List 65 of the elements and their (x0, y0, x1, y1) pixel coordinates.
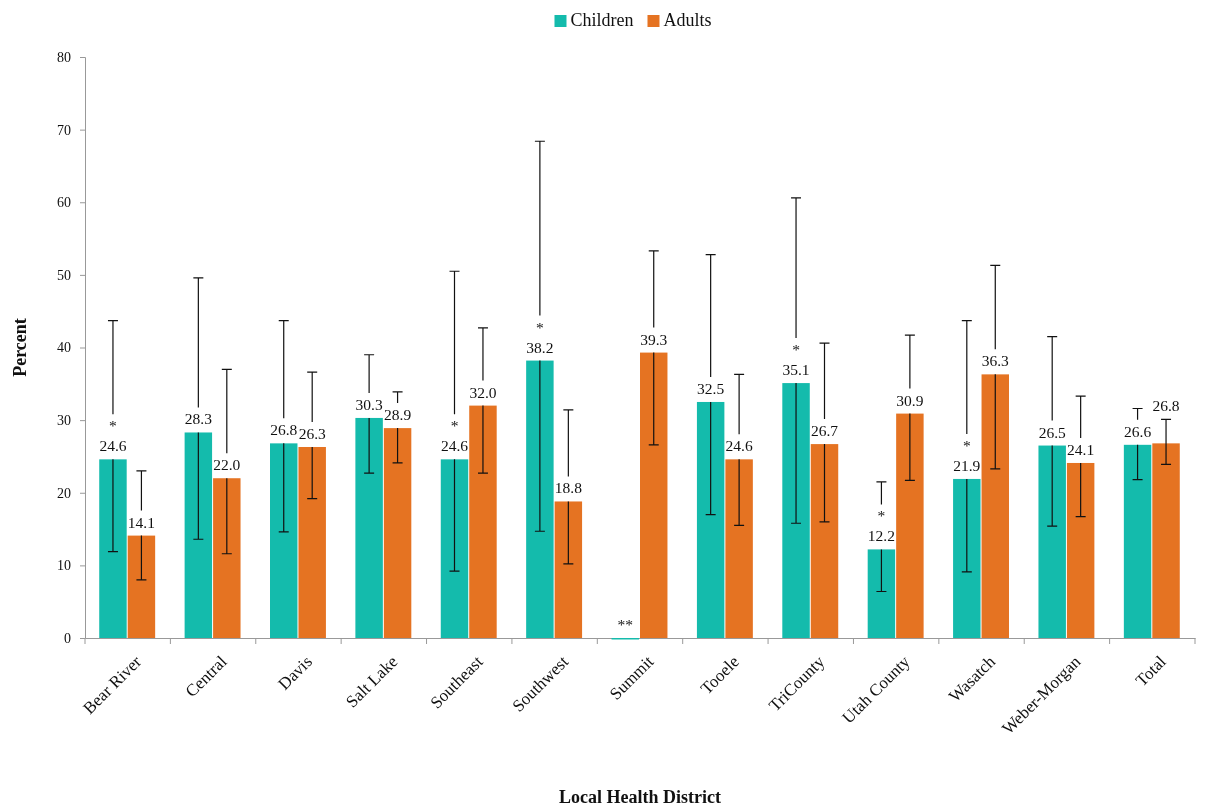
data-label: * 21.9 (953, 436, 981, 474)
bar (526, 360, 554, 638)
data-label: ** (617, 616, 634, 633)
bar (696, 401, 725, 638)
data-label: 28.9 (384, 406, 412, 424)
y-tick-label: 80 (57, 49, 71, 65)
data-label: 26.7 (810, 422, 839, 440)
bar (867, 549, 896, 638)
data-label: * 35.1 (782, 341, 810, 379)
data-label: 36.3 (981, 352, 1010, 370)
data-label: 26.5 (1038, 423, 1066, 441)
y-tick-label: 70 (57, 122, 71, 138)
data-label: 18.8 (554, 479, 583, 497)
data-label: 32.5 (697, 379, 725, 397)
bar (184, 432, 213, 638)
bar (1152, 443, 1180, 638)
bar (99, 459, 127, 638)
y-tick-label: 0 (64, 630, 71, 646)
bar (1066, 462, 1095, 638)
bar (383, 428, 412, 638)
bar (981, 374, 1009, 638)
y-tick-label: 40 (57, 340, 71, 356)
bar (1038, 445, 1066, 638)
data-label: 26.3 (298, 425, 326, 442)
data-label: * 38.2 (526, 318, 554, 356)
bar (127, 535, 156, 638)
bar (725, 459, 753, 638)
data-label: 30.3 (355, 395, 383, 413)
legend-label: Children (570, 10, 634, 30)
y-tick-label: 10 (57, 558, 71, 574)
y-tick-label: 30 (57, 413, 71, 429)
data-label: 22.0 (213, 456, 241, 474)
bar (782, 383, 810, 638)
y-tick-label: 60 (57, 195, 71, 211)
bar (270, 443, 298, 638)
data-label: 26.8 (270, 421, 298, 439)
data-label: 28.3 (184, 410, 213, 428)
bar (810, 444, 839, 638)
x-axis-title: Local Health District (559, 787, 721, 807)
data-label: * 24.6 (99, 417, 127, 455)
data-label: * 24.6 (440, 417, 469, 455)
bar (640, 352, 668, 638)
legend-label: Adults (663, 10, 712, 30)
bar (554, 501, 583, 638)
data-label: 24.1 (1067, 440, 1095, 458)
data-label: 30.9 (896, 391, 924, 409)
bar (469, 405, 497, 638)
y-tick-label: 50 (57, 267, 71, 283)
data-label: 14.1 (127, 513, 155, 531)
y-axis-title: Percent (10, 318, 30, 377)
bar (1123, 444, 1152, 638)
bar (355, 417, 383, 638)
bar (896, 413, 924, 638)
data-label: 32.0 (469, 383, 497, 401)
data-label: * 12.2 (867, 507, 895, 545)
bar (298, 447, 326, 638)
bar (953, 478, 981, 638)
bar (213, 478, 241, 638)
data-label: 24.6 (725, 437, 753, 455)
data-label: 26.6 (1124, 422, 1152, 440)
bar (440, 459, 469, 638)
data-label: 39.3 (640, 330, 668, 348)
data-label: 26.8 (1152, 397, 1180, 415)
x-tick-label: Salt Lake (342, 652, 402, 712)
y-tick-label: 20 (57, 485, 71, 501)
